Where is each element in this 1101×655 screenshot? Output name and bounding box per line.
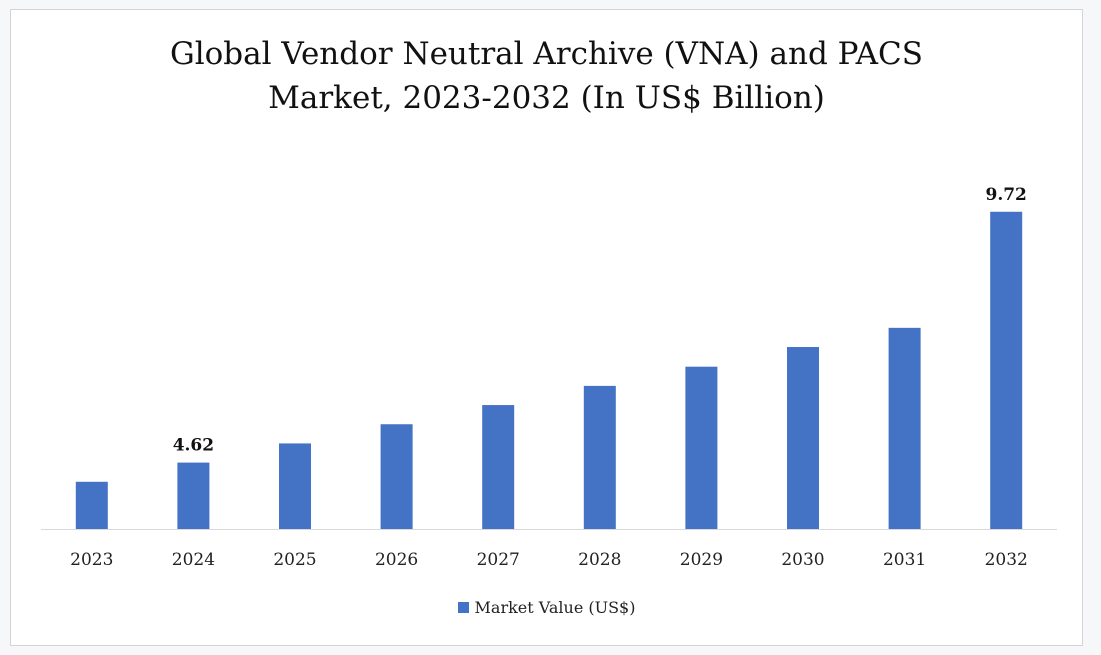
x-tick-label: 2029 — [680, 550, 723, 570]
bar-2031 — [888, 327, 921, 529]
bar-2024 — [177, 462, 210, 529]
x-tick-label: 2026 — [375, 550, 418, 570]
x-tick-label: 2032 — [985, 550, 1028, 570]
x-tick-label: 2025 — [273, 550, 316, 570]
data-label: 4.62 — [173, 436, 214, 456]
bar-2027 — [482, 405, 515, 529]
bar-2023 — [75, 481, 108, 529]
legend-swatch — [457, 602, 469, 613]
data-label: 9.72 — [985, 185, 1026, 205]
bar-2025 — [279, 443, 311, 529]
legend-label: Market Value (US$) — [474, 598, 636, 617]
bar-2028 — [583, 385, 616, 529]
x-tick-label: 2024 — [172, 550, 215, 570]
plot-area: 2023 2024 4.62 2025 2026 2027 2028 2029 2030 2031… — [41, 185, 1057, 570]
bar-2026 — [380, 424, 413, 529]
chart-frame: Global Vendor Neutral Archive (VNA) and … — [10, 9, 1083, 646]
bar-2029 — [685, 366, 718, 529]
x-tick-label: 2023 — [70, 550, 113, 570]
chart-title: Global Vendor Neutral Archive (VNA) and … — [169, 36, 924, 116]
x-tick-label: 2028 — [578, 550, 621, 570]
x-tick-label: 2027 — [477, 550, 520, 570]
x-tick-label: 2030 — [781, 550, 824, 570]
legend: Market Value (US$) — [11, 598, 1082, 617]
x-tick-label: 2031 — [883, 550, 926, 570]
bar-2032 — [990, 211, 1023, 529]
bar-2030 — [787, 347, 819, 529]
